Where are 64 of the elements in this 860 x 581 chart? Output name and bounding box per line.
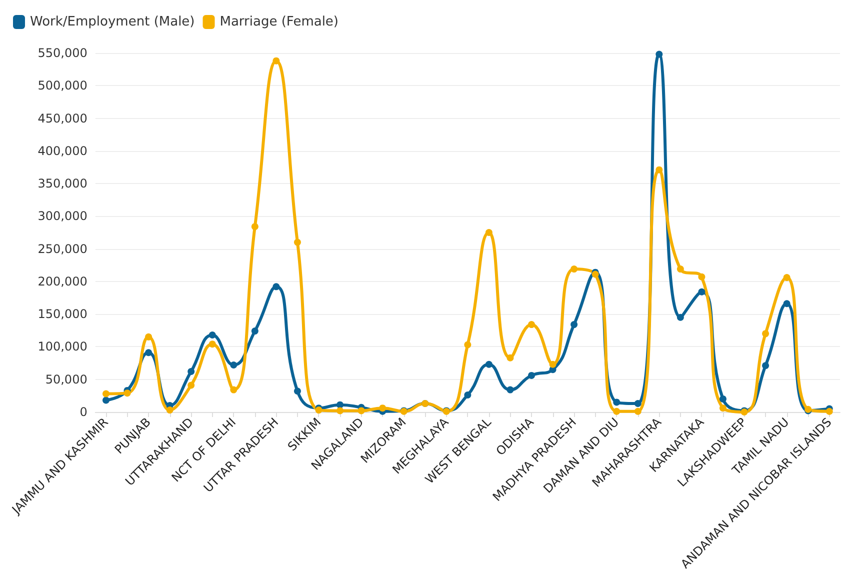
point xyxy=(208,331,216,338)
y-tick-label: 300,000 xyxy=(38,209,88,224)
point xyxy=(145,349,152,356)
y-tick-label: 50,000 xyxy=(45,372,88,386)
y-tick-label: 350,000 xyxy=(38,176,88,191)
point xyxy=(102,396,110,404)
legend-label: Work/Employment (Male) xyxy=(30,14,195,30)
point xyxy=(719,404,726,412)
point xyxy=(783,300,790,308)
point xyxy=(230,362,238,368)
y-tick-label: 450,000 xyxy=(38,111,88,126)
y-tick-label: 500,000 xyxy=(38,78,88,93)
point xyxy=(570,321,578,328)
point xyxy=(464,341,472,348)
point xyxy=(762,330,770,338)
point xyxy=(634,400,642,408)
point xyxy=(656,166,663,174)
y-tick-label: 150,000 xyxy=(38,307,88,322)
y-tick-label: 400,000 xyxy=(38,144,88,158)
point xyxy=(294,388,301,395)
point xyxy=(698,288,706,296)
point xyxy=(188,382,195,389)
point xyxy=(549,360,556,368)
point xyxy=(379,404,386,412)
point xyxy=(506,354,514,362)
point xyxy=(698,273,706,280)
point xyxy=(208,340,216,348)
point xyxy=(719,395,726,402)
point xyxy=(570,266,578,273)
point xyxy=(634,408,642,415)
point xyxy=(336,401,344,408)
y-tick-label: 550,000 xyxy=(38,46,88,60)
point xyxy=(826,408,833,415)
y-tick-label: 100,000 xyxy=(38,340,88,354)
point xyxy=(762,362,770,370)
point xyxy=(613,408,620,415)
point xyxy=(528,321,535,328)
point xyxy=(485,360,492,368)
point xyxy=(272,283,280,290)
point xyxy=(506,386,514,394)
point xyxy=(485,229,492,236)
point xyxy=(676,314,684,321)
y-tick-label: 200,000 xyxy=(38,274,88,288)
point xyxy=(230,386,238,394)
point xyxy=(272,57,280,64)
point xyxy=(124,390,131,397)
point xyxy=(528,372,535,379)
point xyxy=(464,392,472,399)
point xyxy=(188,368,195,376)
point xyxy=(166,406,174,414)
point xyxy=(676,266,684,273)
point xyxy=(656,50,663,58)
point xyxy=(251,223,258,230)
point xyxy=(783,274,790,282)
point xyxy=(102,390,110,398)
point xyxy=(251,328,258,335)
y-tick-label: 0 xyxy=(80,405,88,419)
legend-label: Marriage (Female) xyxy=(220,14,339,30)
point xyxy=(613,398,620,406)
y-tick-label: 250,000 xyxy=(38,242,88,256)
point xyxy=(336,407,344,414)
point xyxy=(294,238,301,246)
point xyxy=(145,333,152,340)
point xyxy=(358,407,365,414)
